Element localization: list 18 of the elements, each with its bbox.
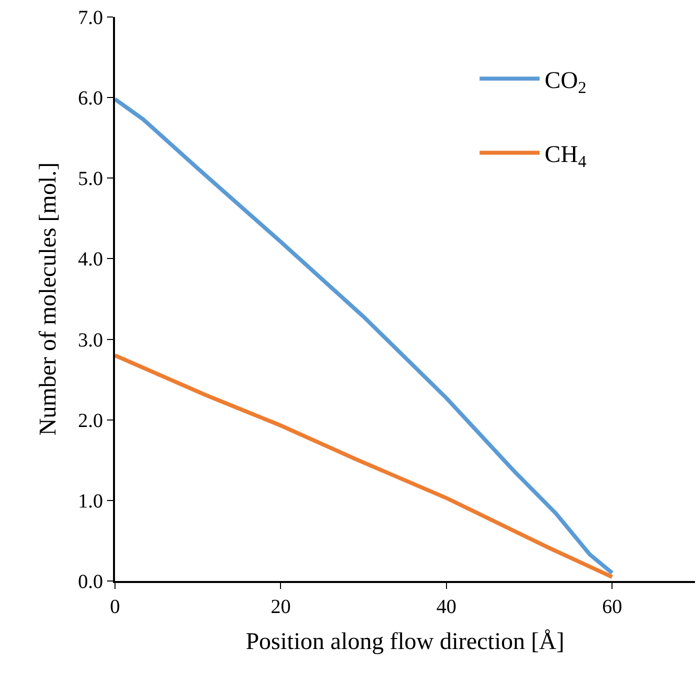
y-tick-label: 5.0 — [78, 168, 103, 190]
line-series — [115, 353, 614, 579]
y-tick-label: 3.0 — [78, 329, 103, 352]
x-tick-label: 60 — [602, 596, 622, 618]
y-tick-label: 1.0 — [78, 490, 103, 512]
x-axis-title: Position along flow direction [Å] — [246, 628, 564, 655]
y-tick-label: 0.0 — [78, 571, 103, 593]
x-tick-label: 0 — [110, 596, 120, 618]
y-tick-label: 4.0 — [78, 248, 103, 271]
legend-label: CH$_{4}$ — [544, 142, 587, 172]
y-tick-label: 6.0 — [78, 88, 103, 110]
line-series — [115, 97, 614, 575]
y-axis-title: Number of molecules [mol.] — [36, 162, 62, 436]
x-tick-label: 40 — [436, 596, 456, 618]
y-tick-label: 7.0 — [78, 7, 103, 29]
y-tick-label: 2.0 — [78, 410, 103, 432]
legend-label: CO$_{2}$ — [544, 68, 586, 97]
x-tick-label: 20 — [270, 596, 291, 618]
